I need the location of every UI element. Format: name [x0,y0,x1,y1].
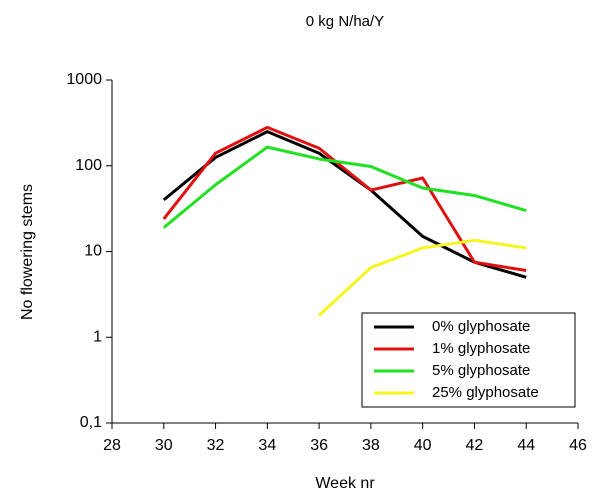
legend-label: 5% glyphosate [432,362,530,379]
legend-label: 0% glyphosate [432,318,530,335]
x-tick-label: 46 [569,437,587,454]
series-line [162,145,527,229]
x-tick-label: 44 [517,437,535,454]
legend-label: 25% glyphosate [432,384,539,401]
x-tick-label: 38 [362,437,380,454]
y-tick-label: 100 [75,157,102,174]
x-tick-label: 40 [414,437,432,454]
x-tick-label: 42 [466,437,484,454]
x-tick-label: 34 [258,437,276,454]
y-tick-label: 0,1 [80,414,102,431]
x-axis-label: Week nr [315,475,375,492]
y-tick-label: 1 [93,328,102,345]
y-axis-label: No flowering stems [19,184,36,320]
y-tick-label: 10 [84,243,102,260]
x-tick-label: 28 [103,437,121,454]
legend-label: 1% glyphosate [432,340,530,357]
series-line [318,238,527,317]
chart-title: 0 kg N/ha/Y [306,13,384,30]
x-tick-label: 36 [310,437,328,454]
x-tick-label: 30 [155,437,173,454]
x-tick-label: 32 [207,437,225,454]
series-line [162,125,527,273]
legend: 0% glyphosate 1% glyphosate 5% glyphosate 2… [361,312,576,408]
y-tick-label: 1000 [66,71,102,88]
series-line [162,130,527,279]
legend-box [361,312,576,408]
